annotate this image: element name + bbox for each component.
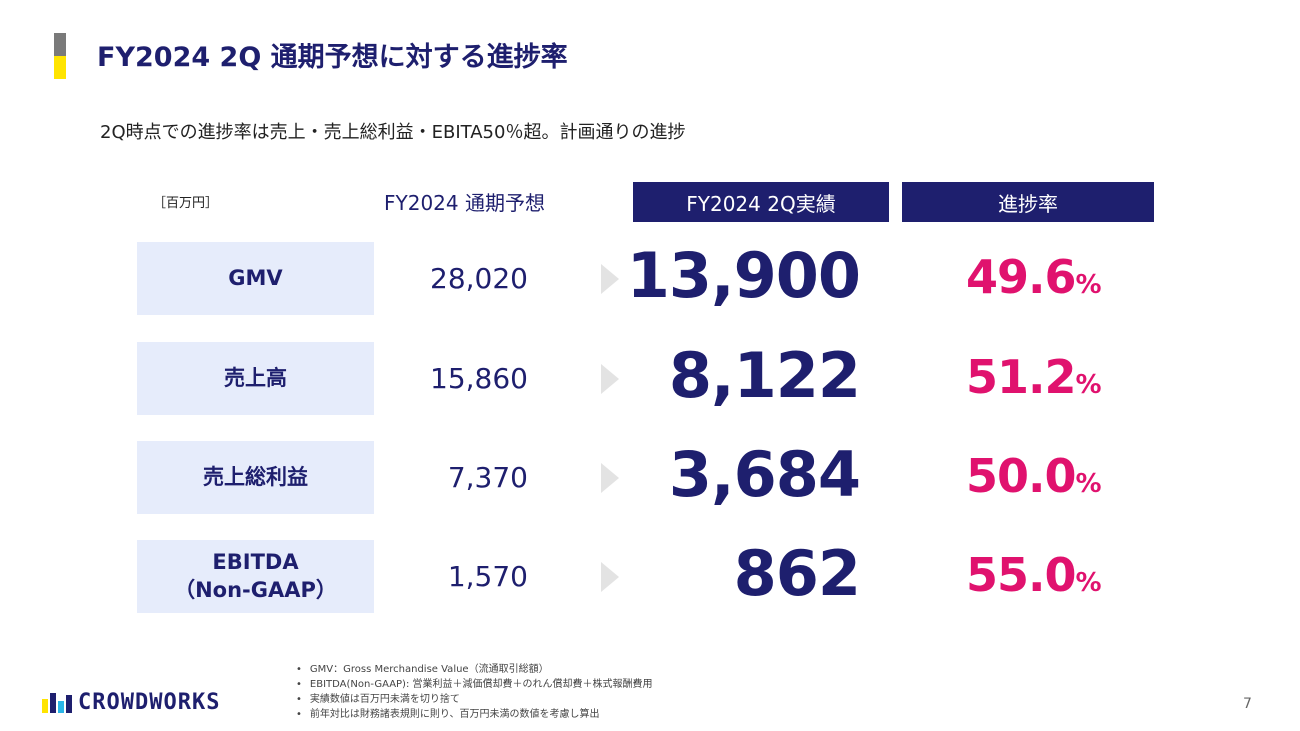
arrow-right-icon	[601, 264, 619, 294]
progress-rate: 51.2%	[966, 350, 1102, 404]
arrow-right-icon	[601, 364, 619, 394]
arrow-right-icon	[601, 463, 619, 493]
row-label-line2: （Non-GAAP）	[174, 577, 337, 602]
rate-percent: %	[1075, 469, 1102, 499]
footnote: 前年対比は財務諸表規則に則り、百万円未満の数値を考慮し算出	[296, 707, 653, 722]
forecast-value: 15,860	[430, 362, 528, 395]
table-row-revenue: 売上高 15,860 8,122 51.2%	[0, 339, 1300, 415]
actual-value: 3,684	[668, 438, 861, 511]
unit-label: ［百万円］	[153, 196, 219, 211]
progress-rate: 55.0%	[966, 548, 1102, 602]
actual-value: 862	[733, 537, 861, 610]
footnote: 実績数値は百万円未満を切り捨て	[296, 692, 653, 707]
header-forecast: FY2024 通期予想	[384, 191, 545, 215]
row-label-text: GMV	[228, 265, 283, 290]
page-subtitle: 2Q時点での進捗率は売上・売上総利益・EBITA50％超。計画通りの進捗	[100, 122, 686, 143]
page-title: FY2024 2Q 通期予想に対する進捗率	[97, 42, 568, 73]
row-label: GMV	[137, 242, 374, 315]
page-number: 7	[1243, 696, 1252, 712]
table-row-gross-profit: 売上総利益 7,370 3,684 50.0%	[0, 438, 1300, 514]
actual-value: 8,122	[668, 339, 861, 412]
progress-rate: 50.0%	[966, 449, 1102, 503]
rate-percent: %	[1075, 270, 1102, 300]
row-label: 売上高	[137, 342, 374, 415]
progress-rate: 49.6%	[966, 250, 1102, 304]
footnote: EBITDA(Non-GAAP): 営業利益＋減価償却費＋のれん償却費＋株式報酬…	[296, 677, 653, 692]
rate-percent: %	[1075, 370, 1102, 400]
title-accent-gray	[54, 33, 66, 56]
logo-text: CROWDWORKS	[78, 690, 221, 715]
rate-number: 55.0	[966, 548, 1076, 602]
title-accent-yellow	[54, 56, 66, 79]
footnotes: GMV：Gross Merchandise Value（流通取引総額） EBIT…	[296, 662, 653, 722]
row-label: EBITDA （Non-GAAP）	[137, 540, 374, 613]
footnote: GMV：Gross Merchandise Value（流通取引総額）	[296, 662, 653, 677]
arrow-right-icon	[601, 562, 619, 592]
rate-percent: %	[1075, 568, 1102, 598]
header-rate: 進捗率	[902, 182, 1154, 222]
forecast-value: 7,370	[447, 461, 528, 494]
rate-number: 51.2	[966, 350, 1076, 404]
rate-number: 50.0	[966, 449, 1076, 503]
row-label: 売上総利益	[137, 441, 374, 514]
crowdworks-logo: CROWDWORKS	[42, 690, 220, 715]
table-row-ebitda: EBITDA （Non-GAAP） 1,570 862 55.0%	[0, 537, 1300, 613]
forecast-value: 28,020	[430, 262, 528, 295]
table-row-gmv: GMV 28,020 13,900 49.6%	[0, 239, 1300, 315]
header-actual: FY2024 2Q実績	[633, 182, 889, 222]
rate-number: 49.6	[966, 250, 1076, 304]
row-label-text: 売上高	[224, 365, 287, 390]
forecast-value: 1,570	[447, 560, 528, 593]
row-label-line1: EBITDA	[212, 550, 299, 575]
row-label-text: 売上総利益	[203, 464, 308, 489]
actual-value: 13,900	[626, 239, 861, 312]
logo-mark-icon	[42, 692, 72, 713]
